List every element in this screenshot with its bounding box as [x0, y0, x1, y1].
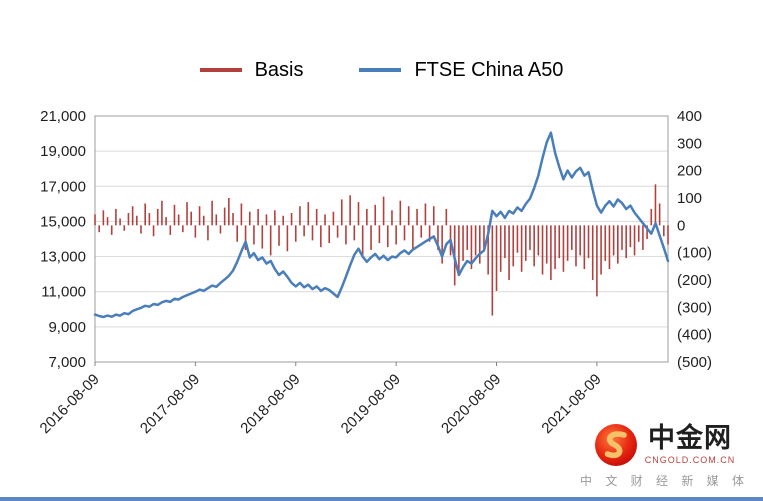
left-axis-label: 7,000 — [48, 354, 86, 371]
x-axis-label: 2020-08-09 — [438, 371, 504, 437]
legend-item-basis: Basis — [199, 58, 304, 82]
bottom-blue-bar — [0, 497, 763, 501]
cngold-logo: 中金网 CNGOLD.COM.CN 中 文 财 经 新 媒 体 — [580, 423, 749, 489]
right-axis-label: 0 — [677, 217, 685, 234]
left-axis-label: 19,000 — [40, 143, 86, 160]
cngold-name-block: 中金网 CNGOLD.COM.CN — [644, 423, 736, 466]
x-axis-label: 2018-08-09 — [237, 371, 303, 437]
right-axis-label: (200) — [677, 272, 712, 289]
left-axis-label: 11,000 — [41, 284, 86, 301]
cngold-domain: CNGOLD.COM.CN — [644, 455, 736, 465]
ftse-a50-price-line — [93, 131, 670, 319]
left-axis-label: 15,000 — [40, 213, 86, 230]
chart-canvas: 21,000 19,000 17,000 15,000 13,000 11,000 9,00… — [37, 108, 712, 437]
right-axis-label: (400) — [677, 327, 712, 344]
left-axis-label: 9,000 — [48, 319, 86, 336]
cngold-tagline: 中 文 财 经 新 媒 体 — [579, 474, 749, 488]
right-axis-label: 400 — [677, 108, 702, 125]
basis-line-swatch — [199, 68, 242, 72]
cngold-coin-icon — [594, 424, 637, 466]
right-axis-label: 200 — [677, 163, 702, 180]
right-axis-label: 100 — [677, 190, 702, 207]
legend-label-ftse-a50: FTSE China A50 — [414, 58, 564, 81]
cngold-name: 中金网 — [647, 423, 732, 453]
chart-legend: Basis FTSE China A50 — [0, 0, 763, 86]
legend-label-basis: Basis — [254, 58, 304, 81]
right-axis-label: (300) — [677, 299, 712, 316]
plot-border — [94, 115, 669, 363]
x-axis-label: 2019-08-09 — [338, 371, 404, 437]
x-axis-label: 2017-08-09 — [137, 371, 203, 437]
right-axis-label: (100) — [677, 245, 712, 262]
ftse-a50-line-swatch — [359, 68, 402, 72]
left-axis-label: 21,000 — [40, 108, 86, 125]
legend-item-ftse-a50: FTSE China A50 — [359, 59, 563, 82]
cngold-logo-top: 中金网 CNGOLD.COM.CN — [580, 423, 749, 467]
left-axis-label: 17,000 — [40, 178, 86, 195]
x-axis-label: 2016-08-09 — [37, 371, 103, 437]
right-axis-label: (500) — [677, 354, 712, 371]
right-axis-label: 300 — [677, 135, 702, 152]
left-axis-label: 13,000 — [40, 249, 86, 266]
